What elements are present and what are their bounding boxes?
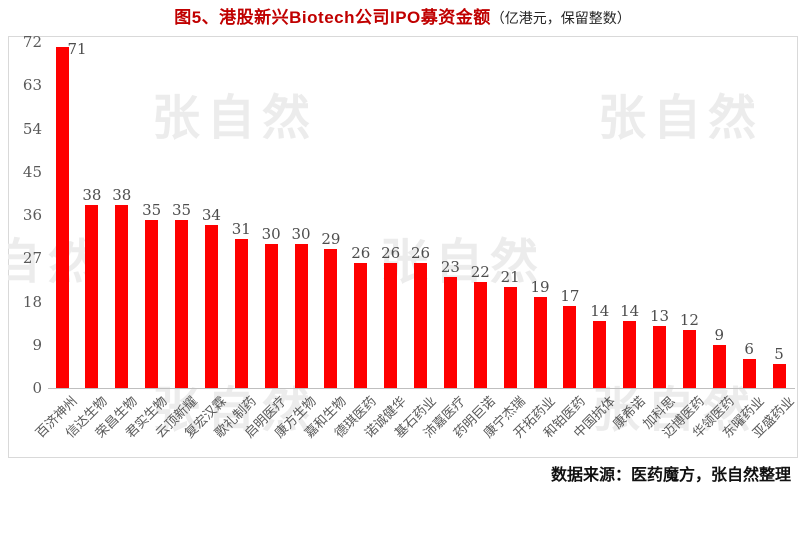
bar <box>443 277 457 388</box>
bar <box>324 249 338 388</box>
bar-value-label: 6 <box>744 340 754 358</box>
bar <box>55 47 69 388</box>
bar <box>712 345 726 388</box>
y-axis-tick-label: 36 <box>22 206 42 224</box>
bar-value-label: 29 <box>321 230 341 248</box>
bar <box>175 220 188 388</box>
bar-value-label: 38 <box>112 186 132 204</box>
bar-value-label: 38 <box>82 186 102 204</box>
bar-value-label: 17 <box>560 287 580 305</box>
bar <box>115 205 129 388</box>
watermark-text: 张自然 <box>152 92 318 145</box>
bar-value-label: 5 <box>774 345 784 363</box>
y-axis-tick-label: 0 <box>32 379 42 397</box>
bar-value-label: 35 <box>171 201 192 219</box>
plot-area-frame <box>8 36 798 458</box>
chart-title-main: 图5、港股新兴Biotech公司IPO募资金额 <box>174 8 491 27</box>
bar-value-label: 35 <box>142 201 162 219</box>
bar <box>593 321 607 388</box>
bar <box>234 239 248 388</box>
bar <box>772 364 786 388</box>
bar-value-label: 30 <box>291 225 311 243</box>
bar <box>503 287 517 388</box>
data-source-note: 数据来源：医药魔方，张自然整理 <box>550 467 791 484</box>
y-axis-tick-label: 63 <box>22 76 42 95</box>
watermark-layer: 张自然张自然张自然张自然张自然张自然 <box>8 36 797 457</box>
bar-value-label: 19 <box>530 278 550 296</box>
y-axis-tick-label: 45 <box>22 162 42 181</box>
bar <box>742 359 756 388</box>
chart-title: 图5、港股新兴Biotech公司IPO募资金额（亿港元，保留整数） <box>0 4 805 32</box>
bar <box>563 306 577 388</box>
bar-value-label: 12 <box>679 311 699 329</box>
bar <box>204 225 218 388</box>
bar-value-label: 14 <box>590 302 610 320</box>
x-axis-line <box>48 388 795 389</box>
bar-value-label: 26 <box>410 244 431 262</box>
bar <box>414 263 427 388</box>
bar <box>384 263 398 388</box>
watermark-text: 张自然 <box>380 236 546 289</box>
bar-value-label: 71 <box>67 40 87 58</box>
bar-chart: 0 9 18 27 36 45 54 63 72 71 百济神州 38 信达生物 38 荣昌生物 35 君实生物… <box>22 33 797 441</box>
bar-value-label: 26 <box>381 244 401 262</box>
watermark-text: 张自然 <box>598 92 764 145</box>
bar <box>623 321 637 388</box>
bar <box>85 205 99 388</box>
bar <box>264 244 278 388</box>
bar-value-label: 21 <box>500 268 520 286</box>
bar-value-label: 14 <box>620 302 640 320</box>
watermark-text: 张自然 <box>592 384 758 437</box>
bar <box>682 330 696 388</box>
watermark-text: 张自然 <box>8 222 103 292</box>
bar-value-label: 23 <box>440 258 460 276</box>
watermark-text: 张自然 <box>152 384 318 437</box>
bar-value-label: 30 <box>261 225 281 243</box>
bar-value-label: 13 <box>649 307 670 325</box>
y-axis-tick-label: 72 <box>22 33 42 51</box>
bar <box>653 326 666 388</box>
bar-value-label: 34 <box>201 206 221 224</box>
y-axis-tick-label: 18 <box>22 292 42 311</box>
y-axis-tick-label: 9 <box>32 335 42 354</box>
bar-value-label: 22 <box>470 263 490 281</box>
bar <box>145 220 159 388</box>
bar-value-label: 26 <box>351 244 371 262</box>
bar <box>294 244 308 388</box>
chart-title-unit-note: （亿港元，保留整数） <box>490 12 631 27</box>
y-axis-tick-label: 27 <box>22 249 42 268</box>
bar-value-label: 31 <box>231 220 251 238</box>
bar <box>533 297 547 388</box>
bar-value-label: 9 <box>714 326 725 344</box>
y-axis-tick-label: 54 <box>22 119 42 138</box>
bar <box>354 263 368 388</box>
bar <box>473 282 487 388</box>
